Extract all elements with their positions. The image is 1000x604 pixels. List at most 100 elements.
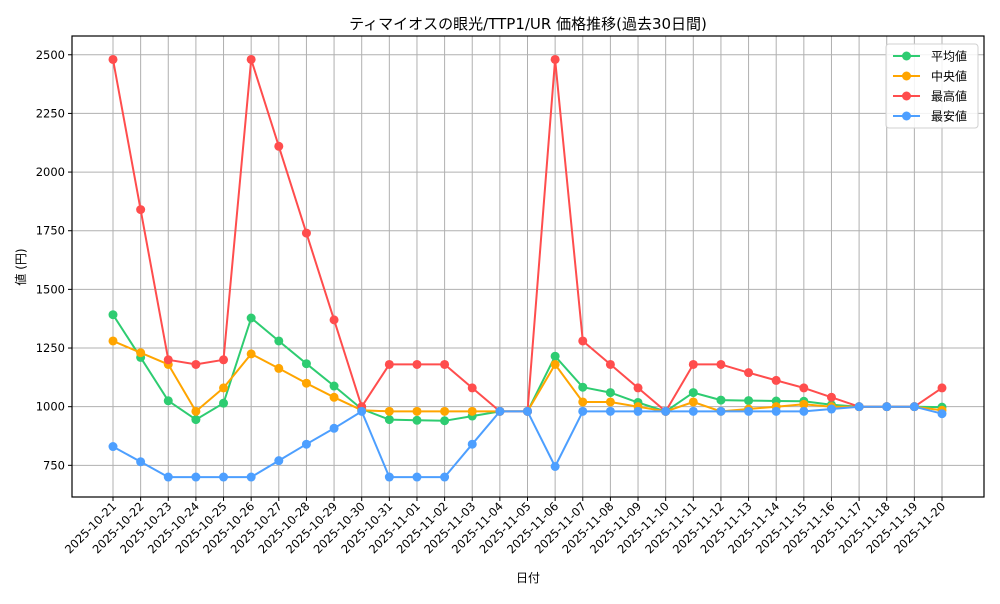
data-point-marker xyxy=(246,349,256,359)
data-point-marker xyxy=(771,406,781,416)
data-point-marker xyxy=(550,462,560,472)
data-point-marker xyxy=(274,456,284,466)
data-point-marker xyxy=(467,383,477,393)
data-point-marker xyxy=(937,409,947,419)
legend-label: 平均値 xyxy=(931,49,967,64)
data-point-marker xyxy=(329,315,339,325)
data-point-marker xyxy=(605,388,615,398)
data-point-marker xyxy=(246,472,256,482)
data-point-marker xyxy=(301,228,311,238)
y-tick-label: 2000 xyxy=(36,165,65,179)
legend-marker-icon xyxy=(902,71,911,81)
data-point-marker xyxy=(605,397,615,407)
data-point-marker xyxy=(826,392,836,402)
x-axis-label: 日付 xyxy=(516,571,540,585)
series-3 xyxy=(108,402,947,482)
data-point-marker xyxy=(301,359,311,369)
data-point-marker xyxy=(136,205,146,215)
data-point-marker xyxy=(274,336,284,346)
data-point-marker xyxy=(246,54,256,64)
data-point-marker xyxy=(329,423,339,433)
data-point-marker xyxy=(688,406,698,416)
legend-marker-icon xyxy=(902,111,911,121)
data-point-marker xyxy=(219,355,229,365)
data-point-marker xyxy=(688,359,698,369)
data-point-marker xyxy=(274,363,284,373)
data-point-marker xyxy=(384,406,394,416)
data-point-marker xyxy=(384,415,394,425)
data-point-marker xyxy=(329,381,339,391)
data-point-marker xyxy=(661,406,671,416)
data-point-marker xyxy=(633,383,643,393)
data-point-marker xyxy=(412,406,422,416)
data-point-marker xyxy=(136,457,146,467)
data-point-marker xyxy=(440,472,450,482)
data-point-marker xyxy=(882,402,892,412)
y-tick-label: 1250 xyxy=(36,341,65,355)
data-point-marker xyxy=(163,355,173,365)
data-point-marker xyxy=(771,375,781,385)
data-point-marker xyxy=(799,383,809,393)
y-tick-label: 1000 xyxy=(36,400,65,414)
data-point-marker xyxy=(605,406,615,416)
y-tick-label: 750 xyxy=(43,458,65,472)
data-point-marker xyxy=(108,336,118,346)
data-point-marker xyxy=(799,406,809,416)
data-point-marker xyxy=(329,392,339,402)
data-point-marker xyxy=(605,359,615,369)
data-point-marker xyxy=(744,368,754,378)
data-point-marker xyxy=(799,399,809,409)
data-point-marker xyxy=(108,442,118,452)
data-point-marker xyxy=(384,359,394,369)
data-point-marker xyxy=(578,406,588,416)
legend-box xyxy=(885,43,979,129)
data-point-marker xyxy=(716,395,726,405)
data-point-marker xyxy=(357,406,367,416)
legend-label: 最安値 xyxy=(931,109,967,124)
legend-label: 最高値 xyxy=(931,89,967,104)
data-point-marker xyxy=(412,359,422,369)
y-tick-label: 2500 xyxy=(36,48,65,62)
data-point-marker xyxy=(163,472,173,482)
data-point-marker xyxy=(744,396,754,406)
data-point-marker xyxy=(523,406,532,416)
data-point-marker xyxy=(301,378,311,388)
data-point-marker xyxy=(495,406,505,416)
data-point-marker xyxy=(854,402,864,412)
data-point-marker xyxy=(219,398,229,408)
data-point-marker xyxy=(301,439,311,449)
data-point-marker xyxy=(440,359,450,369)
y-tick-label: 1500 xyxy=(36,282,65,296)
data-point-marker xyxy=(744,406,754,416)
y-tick-label: 2250 xyxy=(36,106,65,120)
data-point-marker xyxy=(578,336,588,346)
series-lines xyxy=(108,54,947,482)
data-point-marker xyxy=(633,406,643,416)
data-point-marker xyxy=(274,141,284,151)
data-point-marker xyxy=(550,54,560,64)
data-point-marker xyxy=(467,406,477,416)
data-point-marker xyxy=(688,397,698,407)
data-point-marker xyxy=(412,415,422,425)
legend-label: 中央値 xyxy=(931,69,967,84)
data-point-marker xyxy=(191,359,201,369)
legend-marker-icon xyxy=(902,91,911,101)
data-point-marker xyxy=(909,402,919,412)
data-point-marker xyxy=(246,313,256,323)
y-axis-label: 値 (円) xyxy=(13,248,28,285)
legend-marker-icon xyxy=(902,51,911,61)
chart-title: ティマイオスの眼光/TTP1/UR 価格推移(過去30日間) xyxy=(349,15,707,33)
data-point-marker xyxy=(219,383,229,393)
data-point-marker xyxy=(440,416,450,426)
data-point-marker xyxy=(440,406,450,416)
y-axis: 750 1000 1250 1500 1750 2000 2250 2500 xyxy=(36,48,72,472)
grid-lines xyxy=(72,36,984,497)
data-point-marker xyxy=(219,472,229,482)
data-point-marker xyxy=(191,406,201,416)
data-point-marker xyxy=(716,406,726,416)
data-point-marker xyxy=(191,415,201,425)
data-point-marker xyxy=(191,472,201,482)
data-point-marker xyxy=(108,54,118,64)
